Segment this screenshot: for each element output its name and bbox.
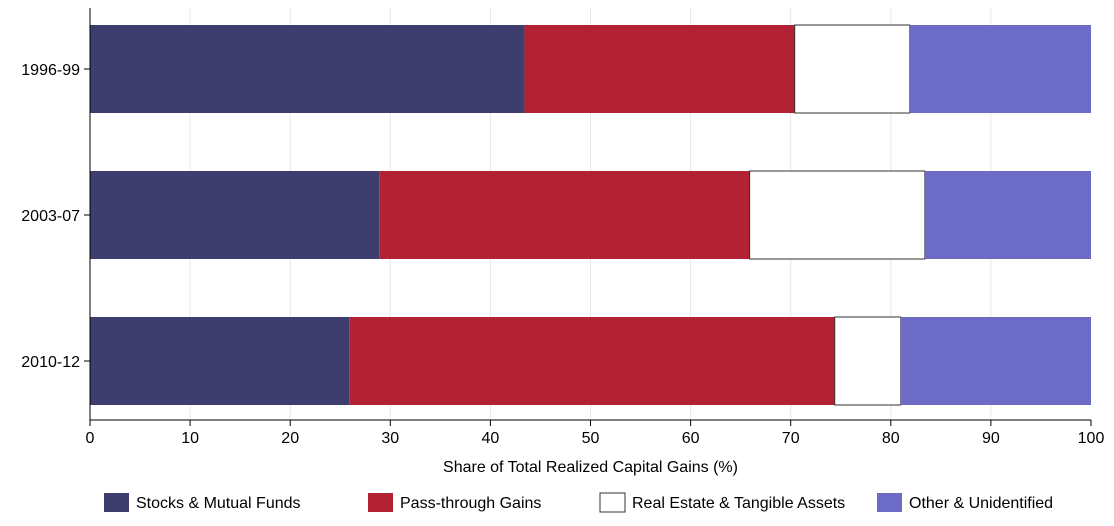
bar-pass-through-gains-2010-12 bbox=[349, 317, 835, 405]
bar-stocks-and-mutual-funds-1996-99 bbox=[90, 25, 525, 113]
x-tick-label: 70 bbox=[782, 430, 800, 447]
x-tick-label: 30 bbox=[381, 430, 399, 447]
y-tick-label: 2003-07 bbox=[21, 208, 80, 225]
y-tick-label: 2010-12 bbox=[21, 354, 80, 371]
legend-swatch-other-and-unidentified bbox=[877, 493, 902, 512]
x-tick-label: 20 bbox=[281, 430, 299, 447]
legend-label-pass-through-gains: Pass-through Gains bbox=[400, 495, 541, 512]
bar-real-estate-and-tangible-assets-2003-07 bbox=[749, 170, 926, 260]
legend-label-real-estate-and-tangible-assets: Real Estate & Tangible Assets bbox=[632, 495, 845, 512]
legend: Stocks & Mutual Funds Pass-through Gains R… bbox=[104, 492, 1053, 513]
legend-label-other-and-unidentified: Other & Unidentified bbox=[909, 495, 1053, 512]
legend-swatch-pass-through-gains bbox=[368, 493, 393, 512]
x-tick-label: 50 bbox=[582, 430, 600, 447]
x-tick-label: 40 bbox=[482, 430, 500, 447]
x-tick-label: 0 bbox=[86, 430, 95, 447]
legend-swatch-stocks-and-mutual-funds bbox=[104, 493, 129, 512]
x-tick-label: 100 bbox=[1078, 430, 1105, 447]
bar-other-and-unidentified-2003-07 bbox=[924, 171, 1091, 259]
x-tick-label: 60 bbox=[682, 430, 700, 447]
legend-swatch-real-estate-and-tangible-assets bbox=[599, 492, 626, 513]
x-tick-label: 80 bbox=[882, 430, 900, 447]
bar-real-estate-and-tangible-assets-2010-12 bbox=[834, 316, 902, 406]
bar-stocks-and-mutual-funds-2003-07 bbox=[90, 171, 380, 259]
x-tick-label: 10 bbox=[181, 430, 199, 447]
bar-real-estate-and-tangible-assets-1996-99 bbox=[794, 24, 911, 114]
y-tick-label: 1996-99 bbox=[21, 62, 80, 79]
bar-other-and-unidentified-2010-12 bbox=[900, 317, 1091, 405]
x-axis-label: Share of Total Realized Capital Gains (%… bbox=[443, 459, 738, 476]
bar-pass-through-gains-2003-07 bbox=[379, 171, 750, 259]
x-tick-label: 90 bbox=[982, 430, 1000, 447]
bar-pass-through-gains-1996-99 bbox=[524, 25, 795, 113]
bars bbox=[90, 24, 1091, 406]
bar-stocks-and-mutual-funds-2010-12 bbox=[90, 317, 350, 405]
legend-label-stocks-and-mutual-funds: Stocks & Mutual Funds bbox=[136, 495, 301, 512]
ticks: 0 10 20 30 40 50 60 70 80 90 100 1996-99 2003-07 2010… bbox=[21, 62, 1104, 447]
bar-other-and-unidentified-1996-99 bbox=[909, 25, 1091, 113]
